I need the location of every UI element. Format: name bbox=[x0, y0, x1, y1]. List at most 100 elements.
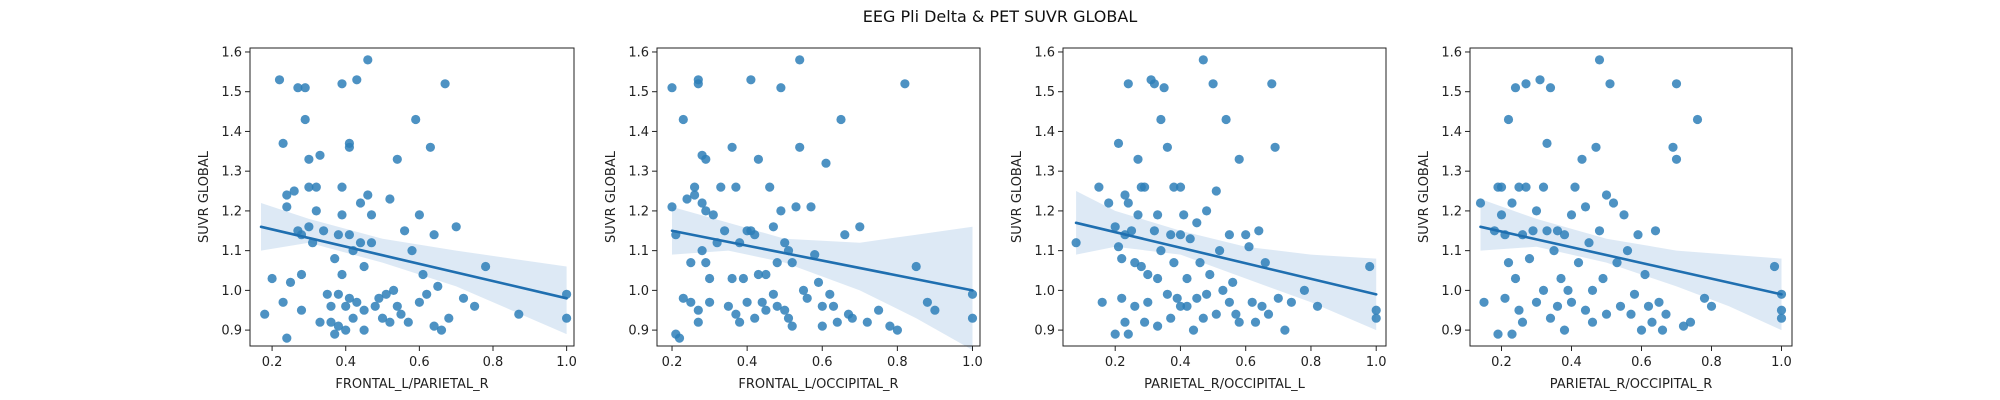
y-axis-label: SUVR GLOBAL bbox=[1010, 150, 1025, 243]
scatter-point bbox=[1654, 297, 1664, 307]
scatter-point bbox=[1668, 142, 1678, 152]
scatter-point bbox=[727, 142, 737, 152]
scatter-point bbox=[716, 182, 726, 192]
scatter-point bbox=[396, 309, 406, 319]
x-tick-label: 0.2 bbox=[262, 355, 283, 370]
scatter-point bbox=[1182, 273, 1192, 284]
scatter-point bbox=[282, 190, 292, 200]
scatter-point bbox=[1580, 202, 1591, 212]
scatter-point bbox=[674, 333, 685, 343]
scatter-point bbox=[1371, 313, 1381, 323]
y-tick-label: 0.9 bbox=[1034, 324, 1055, 339]
scatter-point bbox=[847, 313, 857, 323]
scatter-point bbox=[344, 293, 354, 303]
scatter-point bbox=[874, 305, 884, 315]
scatter-point bbox=[429, 321, 439, 331]
scatter-point bbox=[840, 230, 850, 240]
scatter-point bbox=[1493, 329, 1503, 339]
scatter-point bbox=[1514, 305, 1524, 315]
y-tick-label: 1.3 bbox=[628, 165, 649, 180]
scatter-point bbox=[1120, 317, 1130, 327]
scatter-point bbox=[344, 230, 354, 240]
y-tick-label: 1.5 bbox=[1441, 85, 1462, 100]
scatter-point bbox=[1117, 293, 1127, 303]
scatter-point bbox=[1234, 317, 1244, 327]
scatter-point bbox=[821, 158, 831, 168]
scatter-point bbox=[282, 202, 292, 212]
scatter-point bbox=[1479, 297, 1489, 307]
scatter-point bbox=[1113, 138, 1124, 148]
x-tick-label: 1.0 bbox=[556, 355, 577, 370]
scatter-point bbox=[267, 273, 277, 284]
scatter-point bbox=[260, 309, 270, 319]
scatter-point bbox=[1175, 301, 1186, 311]
scatter-point bbox=[1273, 293, 1283, 303]
y-tick-label: 1.3 bbox=[221, 165, 242, 180]
x-axis-label: FRONTAL_L/PARIETAL_R bbox=[335, 377, 488, 392]
x-tick-label: 0.4 bbox=[737, 355, 758, 370]
scatter-point bbox=[322, 289, 332, 299]
scatter-point bbox=[1692, 114, 1703, 125]
scatter-point bbox=[278, 138, 288, 148]
scatter-point bbox=[433, 281, 443, 291]
scatter-point bbox=[885, 321, 895, 331]
scatter-point bbox=[772, 301, 782, 311]
scatter-point bbox=[1182, 301, 1192, 311]
scatter-point bbox=[1563, 285, 1573, 295]
scatter-point bbox=[1169, 258, 1179, 268]
y-tick-label: 1.6 bbox=[1441, 45, 1462, 60]
scatter-point bbox=[930, 305, 940, 315]
scatter-point bbox=[562, 313, 572, 323]
scatter-point bbox=[1514, 182, 1524, 192]
plot-frame bbox=[249, 47, 575, 347]
x-tick-label: 0.6 bbox=[409, 355, 430, 370]
scatter-point bbox=[738, 273, 749, 284]
figure-title: EEG Pli Delta & PET SUVR GLOBAL bbox=[863, 7, 1138, 26]
scatter-point bbox=[1608, 198, 1619, 208]
y-tick-label: 1.0 bbox=[1034, 284, 1055, 299]
scatter-point bbox=[315, 317, 325, 327]
scatter-point bbox=[385, 317, 395, 327]
scatter-point bbox=[1110, 329, 1120, 339]
scatter-point bbox=[1500, 293, 1510, 303]
scatter-point bbox=[333, 230, 343, 240]
confidence-band bbox=[672, 206, 973, 350]
y-tick-label: 1.4 bbox=[1034, 125, 1055, 140]
scatter-point bbox=[967, 289, 978, 299]
scatter-point bbox=[780, 305, 790, 315]
scatter-point bbox=[1640, 269, 1650, 280]
scatter-point bbox=[892, 325, 903, 335]
scatter-point bbox=[300, 114, 310, 125]
y-tick-label: 1.1 bbox=[1034, 244, 1055, 259]
scatter-point bbox=[1552, 226, 1563, 236]
scatter-point bbox=[1510, 273, 1521, 284]
scatter-point bbox=[400, 226, 410, 236]
scatter-point bbox=[1650, 226, 1661, 236]
scatter-point bbox=[1521, 182, 1531, 192]
scatter-point bbox=[1528, 226, 1538, 236]
scatter-point bbox=[795, 142, 805, 152]
scatter-point bbox=[1503, 258, 1514, 268]
x-tick-label: 0.4 bbox=[1561, 355, 1582, 370]
scatter-point bbox=[1133, 210, 1143, 220]
scatter-point bbox=[1202, 206, 1212, 216]
scatter-point bbox=[1542, 138, 1552, 148]
y-tick-label: 1.3 bbox=[1034, 165, 1055, 180]
scatter-point bbox=[1643, 301, 1654, 311]
regression-line bbox=[259, 225, 568, 300]
plot-frame bbox=[1469, 47, 1793, 347]
scatter-point bbox=[429, 230, 439, 240]
x-tick-label: 0.8 bbox=[483, 355, 504, 370]
y-tick-label: 1.5 bbox=[628, 85, 649, 100]
scatter-point bbox=[723, 301, 734, 311]
scatter-point bbox=[348, 313, 358, 323]
scatter-point bbox=[330, 329, 340, 339]
scatter-point bbox=[1211, 186, 1221, 196]
scatter-point bbox=[1192, 293, 1202, 303]
y-axis-label: SUVR GLOBAL bbox=[197, 150, 212, 243]
scatter-point bbox=[1169, 182, 1179, 192]
confidence-band bbox=[1076, 191, 1377, 331]
regression-line bbox=[670, 229, 974, 292]
y-tick-label: 1.2 bbox=[1441, 204, 1462, 219]
